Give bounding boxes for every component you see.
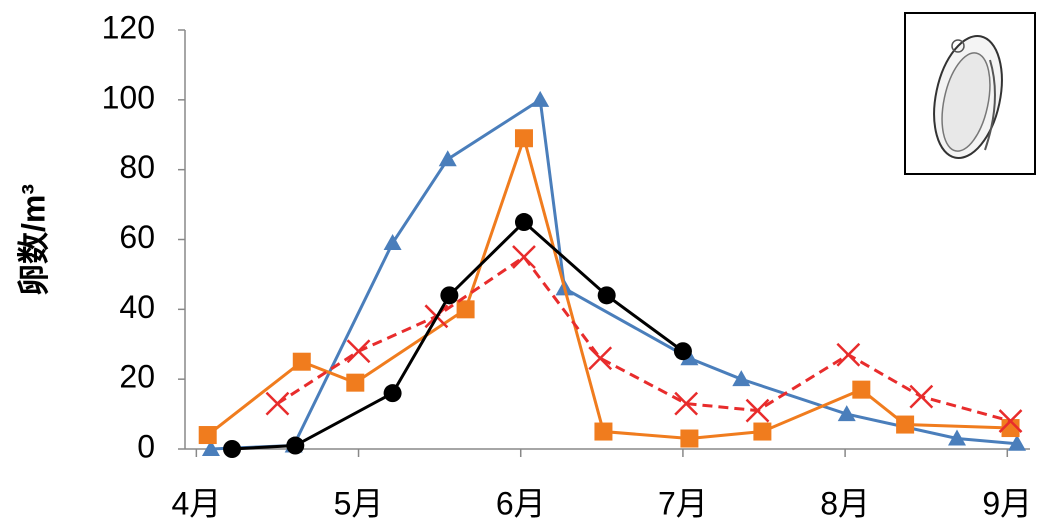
x-tick-label: 5月 [334, 485, 384, 521]
y-tick-label: 60 [119, 219, 155, 255]
marker [753, 422, 772, 441]
marker [346, 373, 365, 392]
marker [998, 409, 1023, 433]
series-line [231, 219, 684, 451]
marker [383, 384, 402, 403]
marker [597, 286, 616, 305]
y-tick-label: 0 [137, 428, 155, 464]
marker [745, 398, 770, 423]
marker [673, 342, 692, 361]
y-tick-label: 20 [119, 359, 155, 395]
marker [909, 384, 934, 409]
marker [440, 286, 459, 305]
marker [292, 352, 311, 371]
y-tick-label: 80 [119, 149, 155, 185]
marker [438, 150, 457, 167]
y-tick-label: 40 [119, 289, 155, 325]
marker [223, 440, 242, 458]
marker [286, 436, 305, 455]
x-tick-label: 8月 [820, 485, 870, 521]
y-tick-label: 100 [102, 79, 155, 115]
marker [531, 90, 550, 107]
marker [1001, 419, 1020, 438]
marker [514, 129, 533, 148]
x-tick-label: 4月 [171, 485, 221, 521]
marker [201, 440, 220, 456]
y-axis-label: 卵数/m³ [15, 184, 51, 296]
series-line [210, 97, 1018, 451]
egg-illustration [904, 12, 1036, 175]
marker [265, 391, 290, 416]
marker [512, 245, 536, 269]
x-tick-label: 7月 [658, 485, 708, 521]
marker [514, 213, 533, 232]
marker [198, 426, 217, 445]
marker [680, 429, 699, 448]
marker [383, 233, 402, 250]
marker [588, 346, 613, 371]
marker [594, 422, 613, 441]
marker [836, 342, 861, 367]
x-tick-label: 9月 [982, 485, 1032, 521]
marker [1008, 434, 1027, 451]
marker [456, 300, 475, 319]
marker [837, 405, 856, 422]
marker [948, 429, 967, 446]
marker [732, 370, 751, 387]
marker [852, 380, 871, 399]
x-tick-label: 6月 [496, 485, 546, 521]
marker [896, 415, 915, 434]
marker [346, 339, 371, 364]
y-tick-label: 120 [102, 9, 155, 45]
marker [674, 391, 699, 416]
